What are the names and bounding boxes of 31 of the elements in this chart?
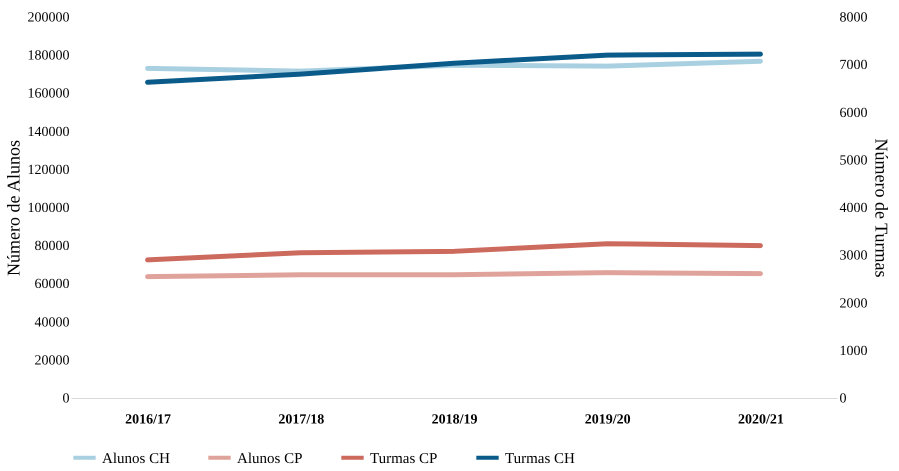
y2-tick-label: 5000 (840, 153, 868, 168)
y-tick-label: 60000 (34, 277, 70, 292)
y-tick-label: 80000 (34, 239, 70, 254)
x-tick-label: 2020/21 (738, 412, 784, 428)
y-tick-label: 0 (62, 392, 70, 406)
y-tick-label: 200000 (28, 10, 70, 26)
x-tick-label: 2017/18 (278, 412, 324, 428)
y2-tick-label: 6000 (840, 106, 868, 121)
legend-label: Turmas CP (370, 450, 438, 467)
x-tick-label: 2018/19 (432, 412, 478, 428)
y2-tick-label: 8000 (840, 10, 868, 26)
y-tick-label: 180000 (28, 48, 70, 64)
y-tick-label: 100000 (28, 201, 70, 216)
y-tick-label: 20000 (34, 353, 70, 368)
x-tick-label: 2019/20 (584, 412, 631, 428)
y2-tick-label: 1000 (840, 344, 868, 359)
x-tick-label: 2016/17 (125, 412, 172, 428)
y2-axis-title: Número de Turmas (872, 138, 892, 278)
legend-label: Turmas CH (505, 450, 576, 467)
y-tick-label: 160000 (28, 86, 70, 102)
y2-tick-label: 2000 (840, 296, 868, 312)
y-tick-label: 140000 (28, 124, 70, 140)
y2-tick-label: 4000 (840, 201, 868, 216)
y2-tick-label: 3000 (840, 248, 868, 264)
y-tick-label: 40000 (34, 315, 70, 330)
y2-tick-label: 0 (840, 392, 846, 406)
legend-label: Alunos CP (237, 450, 302, 467)
y-tick-label: 120000 (28, 162, 70, 178)
y-axis-title: Número de Alunos (4, 140, 24, 276)
y2-tick-label: 7000 (840, 58, 868, 74)
legend-label: Alunos CH (102, 450, 170, 467)
